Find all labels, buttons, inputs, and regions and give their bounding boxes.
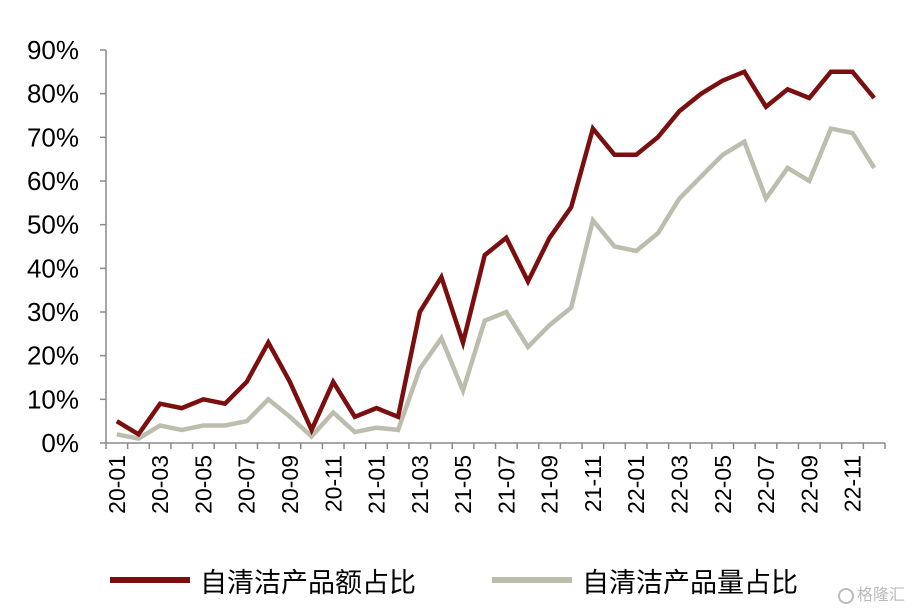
x-tick-label: 22-01 (623, 455, 649, 514)
x-tick-label: 21-01 (364, 455, 390, 514)
y-tick-label: 60% (27, 166, 79, 196)
x-tick-label: 21-03 (407, 455, 433, 514)
x-tick-label: 22-07 (753, 455, 779, 514)
x-tick-label: 21-09 (537, 455, 563, 514)
series-line-1 (115, 68, 876, 438)
y-tick-label: 0% (41, 428, 79, 458)
x-tick-label: 22-03 (666, 455, 692, 514)
legend-label: 自清洁产品量占比 (582, 567, 798, 599)
y-tick-label: 80% (27, 79, 79, 109)
y-tick-label: 30% (27, 297, 79, 327)
x-tick-label: 20-01 (104, 455, 130, 514)
y-axis-ticks: 0% 10% 20% 30% 40% 50% 60% 70% 80% 90% (27, 35, 106, 458)
y-tick-label: 20% (27, 341, 79, 371)
x-tick-label: 21-05 (450, 455, 476, 514)
x-tick-label: 20-05 (190, 455, 216, 514)
x-tick-label: 20-09 (277, 455, 303, 514)
line-chart: 0% 10% 20% 30% 40% 50% 60% 70% 80% 90% 20-01 20-03… (27, 35, 886, 514)
legend-label: 自清洁产品额占比 (200, 567, 416, 599)
x-tick-label: 22-05 (710, 455, 736, 514)
watermark: 格隆汇 (837, 581, 905, 605)
legend-item-series-2: 自清洁产品量占比 (492, 560, 798, 600)
x-tick-label: 20-11 (320, 455, 346, 512)
y-tick-label: 90% (27, 35, 79, 65)
x-tick-label: 21-11 (580, 455, 606, 512)
series-lines (115, 68, 877, 441)
y-tick-label: 50% (27, 210, 79, 240)
x-tick-label: 20-03 (147, 455, 173, 514)
legend-item-series-1: 自清洁产品额占比 (110, 560, 416, 600)
legend-swatch (110, 577, 190, 583)
series-line-2 (116, 126, 877, 441)
y-tick-label: 10% (27, 384, 79, 414)
y-tick-label: 70% (27, 122, 79, 152)
watermark-text: 格隆汇 (856, 585, 905, 604)
watermark-logo-icon (837, 587, 854, 604)
y-tick-label: 40% (27, 253, 79, 283)
x-axis-ticks: 20-01 20-03 20-05 20-07 20-09 20-11 21-01 21-03… (104, 443, 886, 514)
x-tick-label: 22-09 (796, 455, 822, 514)
legend-swatch (492, 577, 572, 583)
x-tick-label: 22-11 (840, 455, 866, 512)
x-tick-label: 20-07 (234, 455, 260, 514)
x-tick-label: 21-07 (493, 455, 519, 514)
